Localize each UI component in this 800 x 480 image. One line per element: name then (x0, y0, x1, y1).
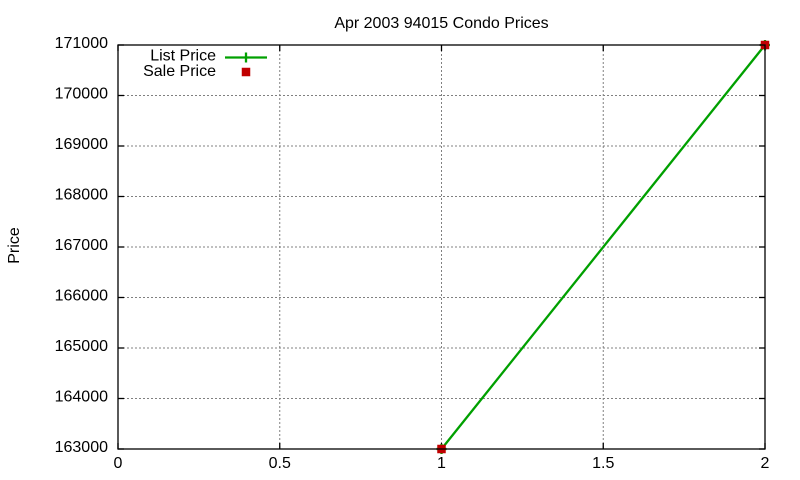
svg-text:163000: 163000 (55, 439, 108, 456)
svg-text:168000: 168000 (55, 187, 108, 204)
svg-text:Price: Price (6, 227, 23, 264)
svg-text:Sale Price: Sale Price (143, 63, 216, 80)
svg-text:164000: 164000 (55, 389, 108, 406)
svg-text:171000: 171000 (55, 35, 108, 52)
svg-text:169000: 169000 (55, 136, 108, 153)
svg-text:165000: 165000 (55, 338, 108, 355)
svg-text:166000: 166000 (55, 288, 108, 305)
svg-text:List Price: List Price (150, 48, 216, 65)
svg-text:0.5: 0.5 (269, 455, 291, 472)
svg-text:0: 0 (114, 455, 123, 472)
svg-text:170000: 170000 (55, 86, 108, 103)
svg-text:2: 2 (761, 455, 770, 472)
svg-text:167000: 167000 (55, 237, 108, 254)
svg-text:Apr 2003 94015 Condo Prices: Apr 2003 94015 Condo Prices (334, 15, 548, 32)
svg-text:1.5: 1.5 (592, 455, 614, 472)
svg-text:1: 1 (437, 455, 446, 472)
